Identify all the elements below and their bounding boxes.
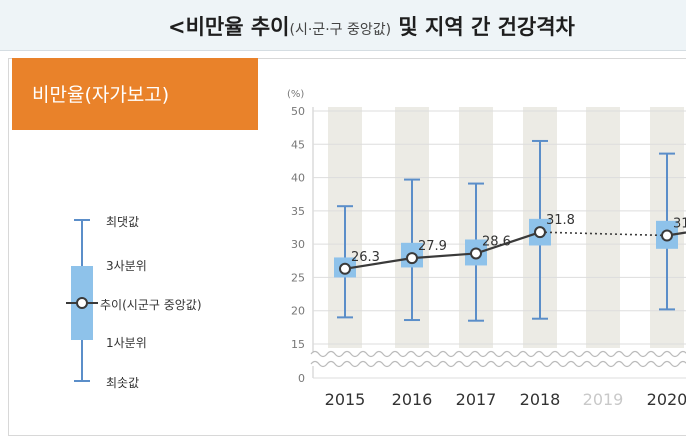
y-tick-label: 35 (291, 205, 305, 218)
y-tick-label: 0 (298, 372, 305, 385)
year-band (586, 107, 620, 348)
title-sub: (시·군·구 중앙값) (289, 22, 392, 38)
median-line-dotted (539, 231, 668, 237)
y-tick-label: 20 (291, 305, 305, 318)
y-tick-label: 45 (291, 138, 305, 151)
x-tick-label: 2015 (325, 390, 366, 409)
median-marker (406, 252, 418, 265)
title-bar: <비만율 추이(시·군·구 중앙값) 및 지역 간 건강격차 (0, 0, 686, 51)
y-tick-label: 15 (291, 338, 305, 351)
median-value-label: 26.3 (351, 250, 380, 265)
median-line (411, 252, 477, 260)
median-marker (470, 247, 482, 260)
axis-break-wave (310, 360, 686, 368)
median-marker (661, 229, 673, 242)
median-value-label: 31.8 (546, 213, 575, 228)
chart-title: <비만율 추이(시·군·구 중앙값) 및 지역 간 건강격차 (168, 11, 575, 41)
y-unit-label: (%) (287, 89, 304, 100)
median-value-label: 31 (673, 216, 686, 231)
median-marker (339, 262, 351, 275)
indicator-label-tab (12, 58, 258, 130)
median-value-label: 28.6 (482, 234, 511, 249)
legend-max-label: 최댓값 (106, 215, 140, 229)
legend-q1-label: 1사분위 (106, 336, 147, 350)
x-tick-label: 2020 (647, 390, 686, 409)
title-rest: 및 지역 간 건강격차 (391, 15, 575, 39)
median-line (475, 231, 541, 255)
y-tick-label: 30 (291, 238, 305, 251)
y-tick-label: 50 (291, 105, 305, 118)
median-value-label: 27.9 (418, 239, 447, 254)
title-main: <비만율 추이 (168, 15, 290, 39)
median-marker (534, 226, 546, 239)
legend-q3-label: 3사분위 (106, 259, 147, 273)
median-line (344, 257, 413, 270)
x-tick-label: 2018 (520, 390, 561, 409)
y-tick-label: 25 (291, 271, 305, 284)
indicator-label: 비만율(자가보고) (32, 84, 170, 106)
legend-min-label: 최솟값 (106, 376, 140, 390)
x-tick-label: 2019 (583, 390, 624, 409)
x-tick-label: 2017 (456, 390, 497, 409)
y-tick-label: 40 (291, 172, 305, 185)
legend-median-label: 추이(시군구 중앙값) (100, 298, 202, 312)
x-tick-label: 2016 (392, 390, 433, 409)
legend-glyph (66, 219, 98, 382)
axis-break-mask (309, 352, 686, 366)
axis-break-wave (310, 350, 686, 358)
